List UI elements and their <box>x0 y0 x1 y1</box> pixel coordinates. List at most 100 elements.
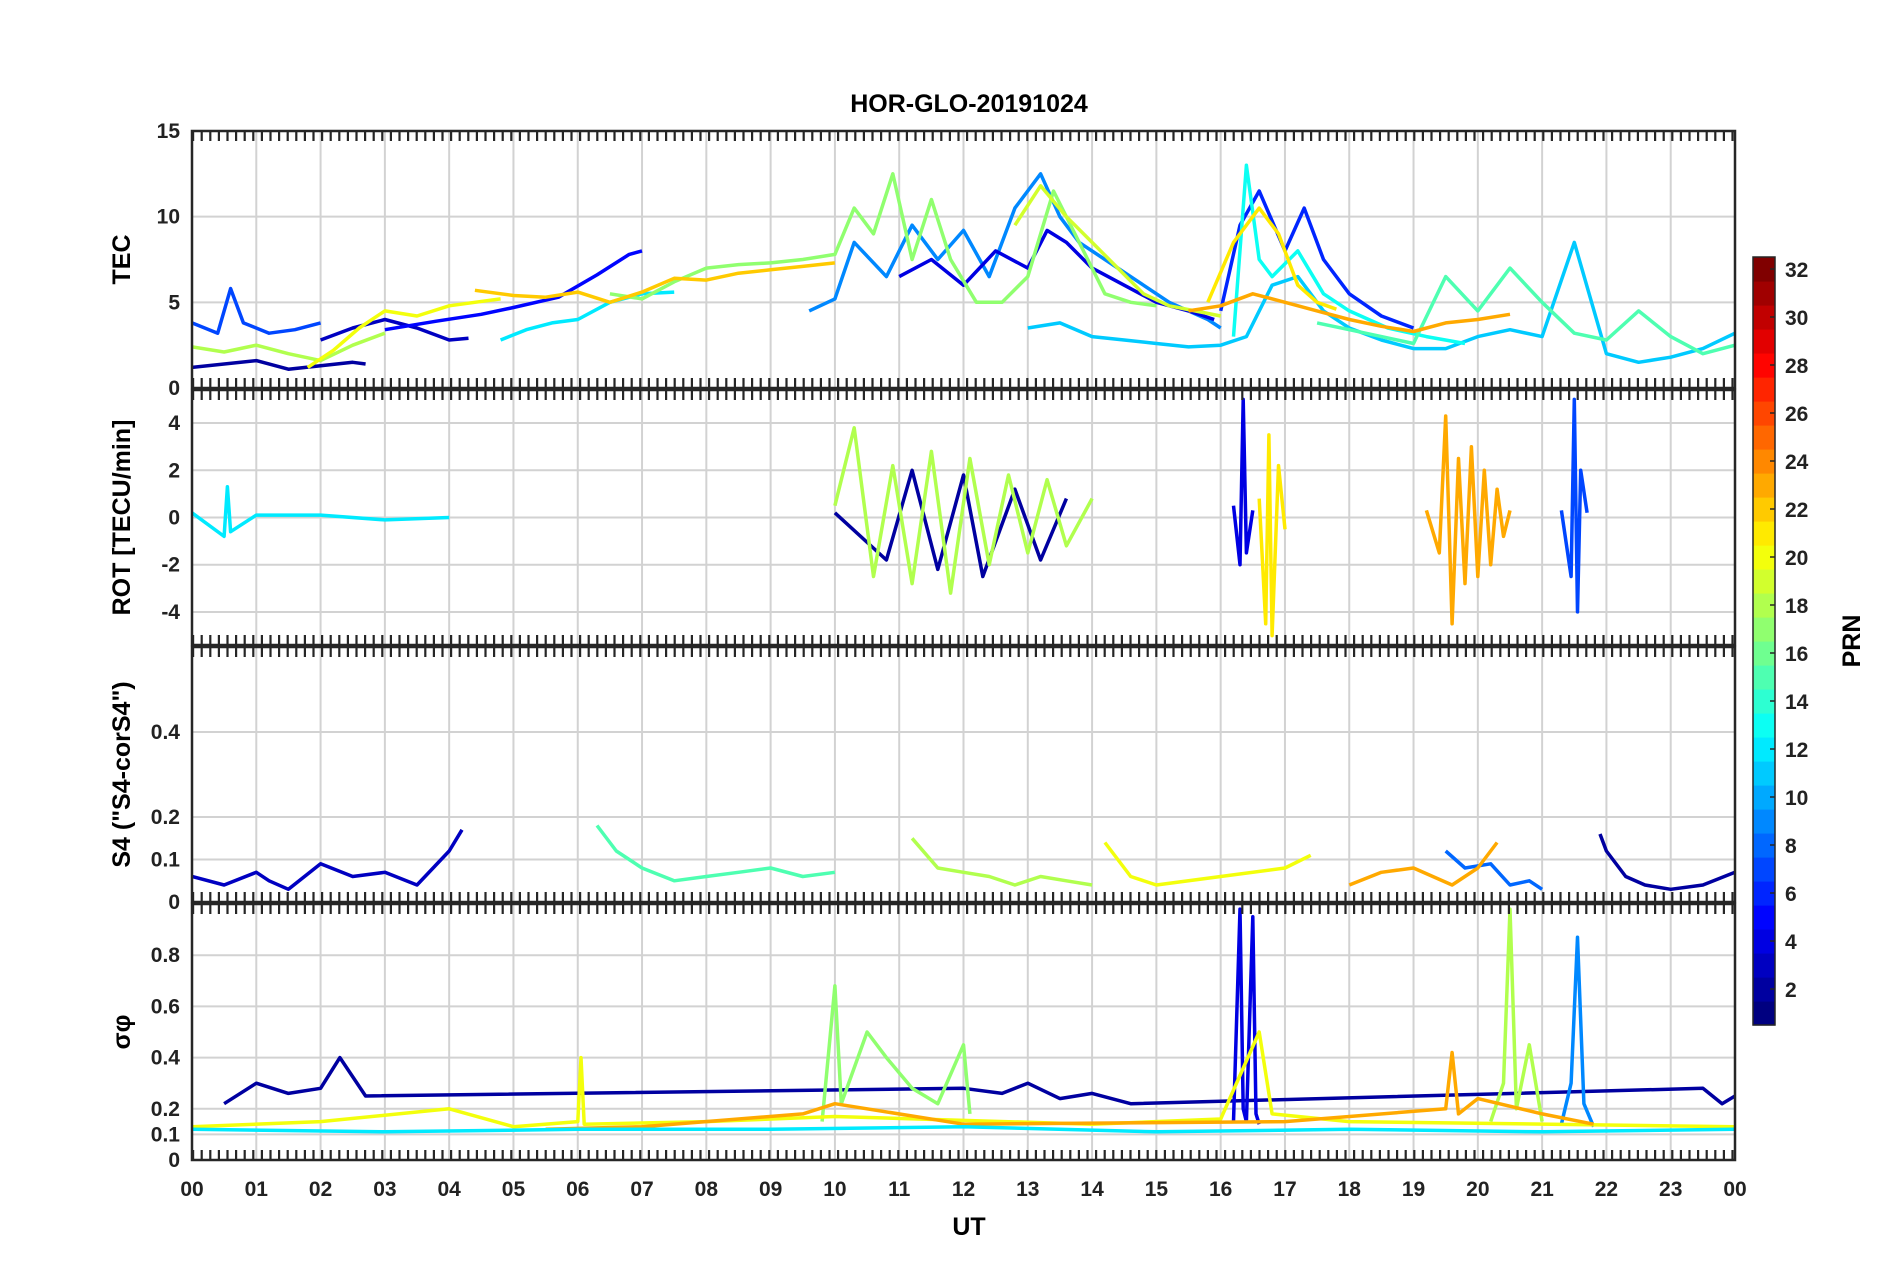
colorbar-segment <box>1753 593 1775 618</box>
colorbar-tick-label: 30 <box>1785 307 1808 330</box>
series-line-prn-4 <box>1231 907 1261 1125</box>
x-tick-labels: 00 01 02 03 04 05 06 07 08 09 10 11 12 13 14 15 16 17 18 19… <box>180 1178 1746 1201</box>
colorbar-segment <box>1753 377 1775 402</box>
x-tick-label: 00 <box>1723 1178 1746 1201</box>
panel-sigma_phi: 0 0.10.2 0.4 0.6 0.8 σφ <box>108 902 1737 1172</box>
y-tick-label: 4 <box>168 412 180 435</box>
series-line-prn-18 <box>1489 907 1544 1123</box>
colorbar-segment <box>1753 425 1775 450</box>
colorbar-tick-label: 8 <box>1785 835 1797 858</box>
series-line-prn-19 <box>1013 184 1222 318</box>
y-tick-label: 0.6 <box>151 995 180 1018</box>
x-tick-label: 10 <box>823 1178 846 1201</box>
series-line-prn-21 <box>1206 206 1337 311</box>
series-line-prn-12 <box>192 485 450 539</box>
x-tick-label: 06 <box>566 1178 589 1201</box>
y-tick-label: 0 <box>168 1149 180 1172</box>
series-group <box>192 397 1589 638</box>
panel-tec: 0 5 10 15 TEC <box>108 120 1737 400</box>
x-tick-label: 12 <box>952 1178 975 1201</box>
y-tick-label: 2 <box>168 459 180 482</box>
colorbar-segment <box>1753 929 1775 954</box>
chart-title: HOR-GLO-20191024 <box>850 90 1088 118</box>
x-tick-label: 18 <box>1338 1178 1362 1201</box>
series-line-prn-15 <box>595 824 836 883</box>
series-line-prn-12 <box>192 1124 1735 1134</box>
colorbar-frame <box>1752 256 1776 1026</box>
colorbar-segment <box>1753 329 1775 354</box>
colorbar-segment <box>1753 497 1775 522</box>
colorbar-segment <box>1753 737 1775 762</box>
colorbar-tick-label: 2 <box>1785 979 1797 1002</box>
x-tick-label: 20 <box>1466 1178 1489 1201</box>
series-line-prn-2 <box>1598 833 1735 892</box>
series-line-prn-4 <box>1231 397 1255 567</box>
series-line-prn-18 <box>910 837 1093 887</box>
x-tick-label: 17 <box>1273 1178 1296 1201</box>
colorbar-tick-label: 24 <box>1785 451 1809 474</box>
colorbar-segment <box>1753 473 1775 498</box>
series-line-prn-6 <box>1218 189 1415 330</box>
series-group <box>192 163 1735 371</box>
colorbar-segment <box>1753 617 1775 642</box>
colorbar-segment <box>1753 1001 1775 1026</box>
series-line-prn-23 <box>1348 841 1499 887</box>
series-line-prn-2 <box>223 1055 1735 1106</box>
colorbar-tick-label: 32 <box>1785 259 1808 282</box>
colorbar-segment <box>1753 665 1775 690</box>
panel-s4: 0 0.1 0.2 0.4 S4 ("S4-corS4") <box>108 645 1737 914</box>
colorbar-segment <box>1753 977 1775 1002</box>
colorbar-segment <box>1753 713 1775 738</box>
colorbar-tick-label: 28 <box>1785 355 1809 378</box>
series-line-prn-13 <box>1231 163 1466 346</box>
colorbar-segment <box>1753 809 1775 834</box>
y-tick-label: 0.1 <box>151 849 181 872</box>
x-tick-label: 19 <box>1402 1178 1425 1201</box>
colorbar-segment <box>1753 641 1775 666</box>
series-line-prn-2 <box>192 358 366 371</box>
x-tick-label: 08 <box>695 1178 719 1201</box>
y-tick-label: 0 <box>168 891 180 914</box>
colorbar-segment <box>1753 881 1775 906</box>
series-line-prn-20 <box>1103 841 1312 887</box>
x-tick-label: 04 <box>437 1178 461 1201</box>
colorbar-segment <box>1753 905 1775 930</box>
x-tick-label: 09 <box>759 1178 782 1201</box>
y-tick-label: -2 <box>161 554 180 577</box>
x-tick-label: 01 <box>245 1178 269 1201</box>
colorbar-segment <box>1753 689 1775 714</box>
panel-frame <box>190 902 1737 1162</box>
x-tick-label: 02 <box>309 1178 332 1201</box>
colorbar-segment <box>1753 569 1775 594</box>
series-line-prn-18 <box>192 331 386 363</box>
colorbar-segment <box>1753 545 1775 570</box>
colorbar-label: PRN <box>1838 615 1866 668</box>
x-tick-label: 00 <box>180 1178 203 1201</box>
colorbar-segment <box>1753 833 1775 858</box>
series-line-prn-17 <box>820 984 972 1122</box>
x-tick-label: 21 <box>1530 1178 1554 1201</box>
colorbar-tick-label: 20 <box>1785 547 1808 570</box>
colorbar-segment <box>1753 785 1775 810</box>
series-group <box>192 824 1735 892</box>
series-line-prn-9 <box>808 172 1222 330</box>
y-tick-label: 0 <box>168 507 180 530</box>
y-tick-label: -4 <box>161 601 180 624</box>
series-line-prn-21 <box>1257 433 1287 638</box>
series-line-prn-7 <box>192 286 322 335</box>
series-line-prn-23 <box>1188 292 1511 334</box>
y-tick-label: 0.1 <box>151 1123 181 1146</box>
colorbar-segment <box>1753 353 1775 378</box>
series-line-prn-5 <box>384 249 643 332</box>
colorbar-tick-label: 18 <box>1785 595 1809 618</box>
x-tick-label: 03 <box>373 1178 396 1201</box>
x-tick-label: 14 <box>1080 1178 1104 1201</box>
y-axis-label: ROT [TECU/min] <box>108 420 136 616</box>
panel-frame <box>190 129 1737 390</box>
series-line-prn-7 <box>1559 397 1589 614</box>
x-tick-label: 05 <box>502 1178 526 1201</box>
y-tick-label: 0.8 <box>151 944 181 967</box>
series-line-prn-20 <box>306 297 501 369</box>
